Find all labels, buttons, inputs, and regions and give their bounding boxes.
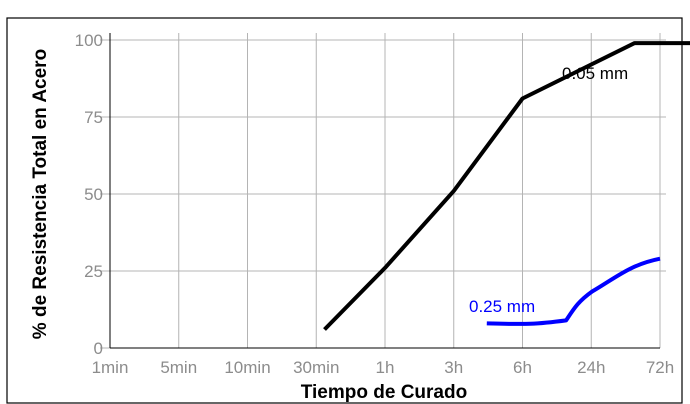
x-tick-label: 5min <box>160 358 197 377</box>
x-axis-title: Tiempo de Curado <box>301 382 467 403</box>
x-tick-label: 72h <box>646 358 674 377</box>
y-tick-label: 50 <box>84 185 103 204</box>
series-line-0-25mm <box>486 256 661 326</box>
x-tick-labels: 1min 5min 10min 30min 1h 3h 6h 24h 72h <box>92 358 675 377</box>
x-tick-label: 3h <box>444 358 463 377</box>
series-label-0-25mm: 0.25 mm <box>469 297 535 316</box>
x-tick-label: 30min <box>293 358 339 377</box>
x-tick-label: 10min <box>224 358 270 377</box>
y-tick-label: 25 <box>84 262 103 281</box>
plot-frame <box>6 17 683 404</box>
y-tick-label: 100 <box>75 31 103 50</box>
y-axis-title: % de Resistencia Total en Acero <box>30 49 51 339</box>
y-tick-labels: 0 25 50 75 100 <box>75 31 103 358</box>
x-tick-label: 24h <box>577 358 605 377</box>
x-tick-label: 1h <box>376 358 395 377</box>
series-label-0-05mm: 0.05 mm <box>562 64 628 83</box>
x-tick-label: 1min <box>92 358 129 377</box>
series-line-0-05mm <box>323 41 690 331</box>
x-tick-label: 6h <box>513 358 532 377</box>
y-tick-label: 0 <box>94 339 103 358</box>
y-tick-label: 75 <box>84 108 103 127</box>
